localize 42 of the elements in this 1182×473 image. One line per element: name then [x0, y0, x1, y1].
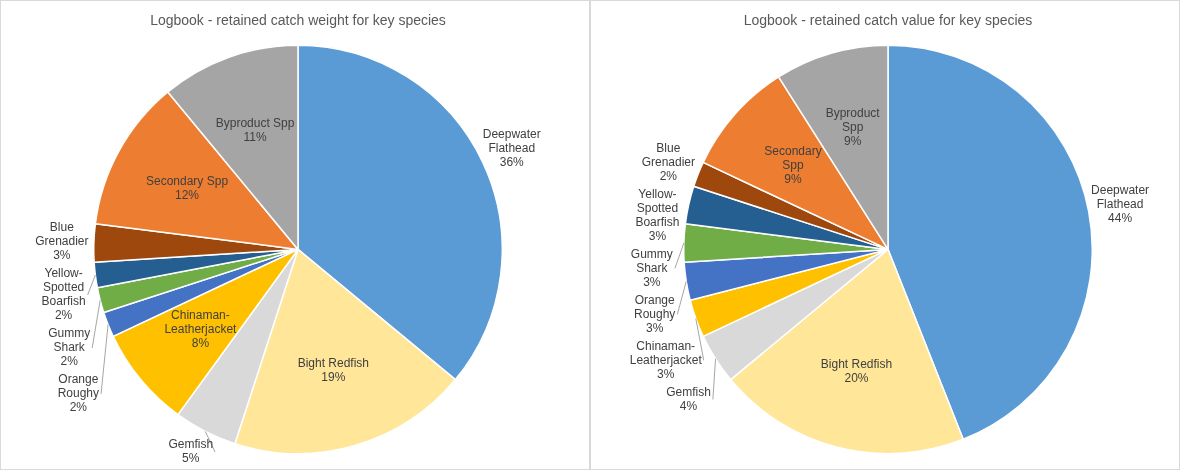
slice-label: Chinaman-Leatherjacket: [164, 308, 238, 337]
slice-label: Gummy Shark: [48, 326, 91, 355]
data-label: 9%: [784, 171, 803, 186]
data-label: 2%: [54, 308, 73, 323]
data-label: 3%: [53, 248, 71, 263]
data-label: 3%: [657, 366, 675, 381]
slice-label: Secondary Spp: [146, 173, 229, 188]
slice-label: Orange Roughy: [633, 292, 676, 321]
slice-label: Blue Grenadier: [641, 140, 696, 169]
slice-label: Yellow-Spotted Boarfish: [635, 186, 680, 229]
slice-label: Bight Redfish: [820, 357, 893, 372]
data-label: 36%: [499, 155, 525, 170]
data-label: 2%: [60, 354, 79, 369]
data-label: 11%: [243, 129, 267, 144]
data-label: 3%: [643, 274, 661, 289]
slice-label: Chinaman-Leatherjacket: [629, 338, 703, 367]
slice-label: Byproduct Spp: [215, 115, 295, 130]
data-label: 8%: [191, 336, 210, 351]
data-label: 12%: [175, 187, 200, 202]
slice-label: Orange Roughy: [57, 372, 100, 401]
data-label: 5%: [182, 451, 200, 466]
chart-title: Logbook - retained catch value for key species: [743, 12, 1033, 29]
data-label: 2%: [69, 400, 88, 415]
data-label: 4%: [679, 398, 698, 413]
slice-label: Bight Redfish: [297, 356, 370, 371]
slice-label: Gummy Shark: [630, 246, 673, 275]
slice-label: Byproduct Spp: [825, 106, 881, 135]
chart-title: Logbook - retained catch weight for key species: [150, 12, 446, 29]
data-label: 9%: [844, 134, 862, 149]
data-label: 2%: [659, 168, 678, 183]
data-label: 3%: [648, 228, 667, 243]
data-label: 3%: [645, 320, 664, 335]
slice-label: Yellow-Spotted Boarfish: [41, 266, 86, 309]
slice-label: Gemfish: [666, 384, 711, 399]
slice-label: Deepwater Flathead: [482, 127, 541, 156]
slice-label: Gemfish: [168, 437, 214, 452]
slice-label: Deepwater Flathead: [1091, 183, 1150, 212]
slice-label: Secondary Spp: [764, 143, 822, 172]
data-label: 20%: [844, 371, 869, 386]
slice-label: Blue Grenadier: [35, 220, 89, 249]
data-label: 44%: [1108, 211, 1133, 226]
data-label: 19%: [321, 370, 346, 385]
